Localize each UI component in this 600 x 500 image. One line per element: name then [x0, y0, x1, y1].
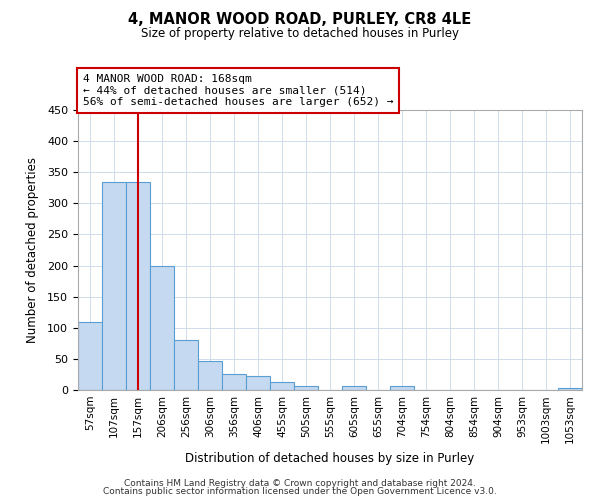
Text: 4, MANOR WOOD ROAD, PURLEY, CR8 4LE: 4, MANOR WOOD ROAD, PURLEY, CR8 4LE	[128, 12, 472, 28]
Bar	[342, 386, 366, 390]
Bar	[78, 322, 102, 390]
Bar	[270, 382, 294, 390]
Bar	[150, 266, 174, 390]
Text: 4 MANOR WOOD ROAD: 168sqm
← 44% of detached houses are smaller (514)
56% of semi: 4 MANOR WOOD ROAD: 168sqm ← 44% of detac…	[83, 74, 394, 107]
Bar	[174, 340, 198, 390]
Y-axis label: Number of detached properties: Number of detached properties	[26, 157, 39, 343]
Text: Contains HM Land Registry data © Crown copyright and database right 2024.: Contains HM Land Registry data © Crown c…	[124, 478, 476, 488]
Bar	[558, 388, 582, 390]
Text: Contains public sector information licensed under the Open Government Licence v3: Contains public sector information licen…	[103, 487, 497, 496]
Text: Size of property relative to detached houses in Purley: Size of property relative to detached ho…	[141, 28, 459, 40]
Bar	[390, 386, 414, 390]
Bar	[294, 386, 318, 390]
Bar	[126, 182, 150, 390]
Bar	[198, 362, 222, 390]
Bar	[102, 182, 126, 390]
Bar	[246, 376, 270, 390]
Bar	[222, 374, 246, 390]
X-axis label: Distribution of detached houses by size in Purley: Distribution of detached houses by size …	[185, 452, 475, 465]
